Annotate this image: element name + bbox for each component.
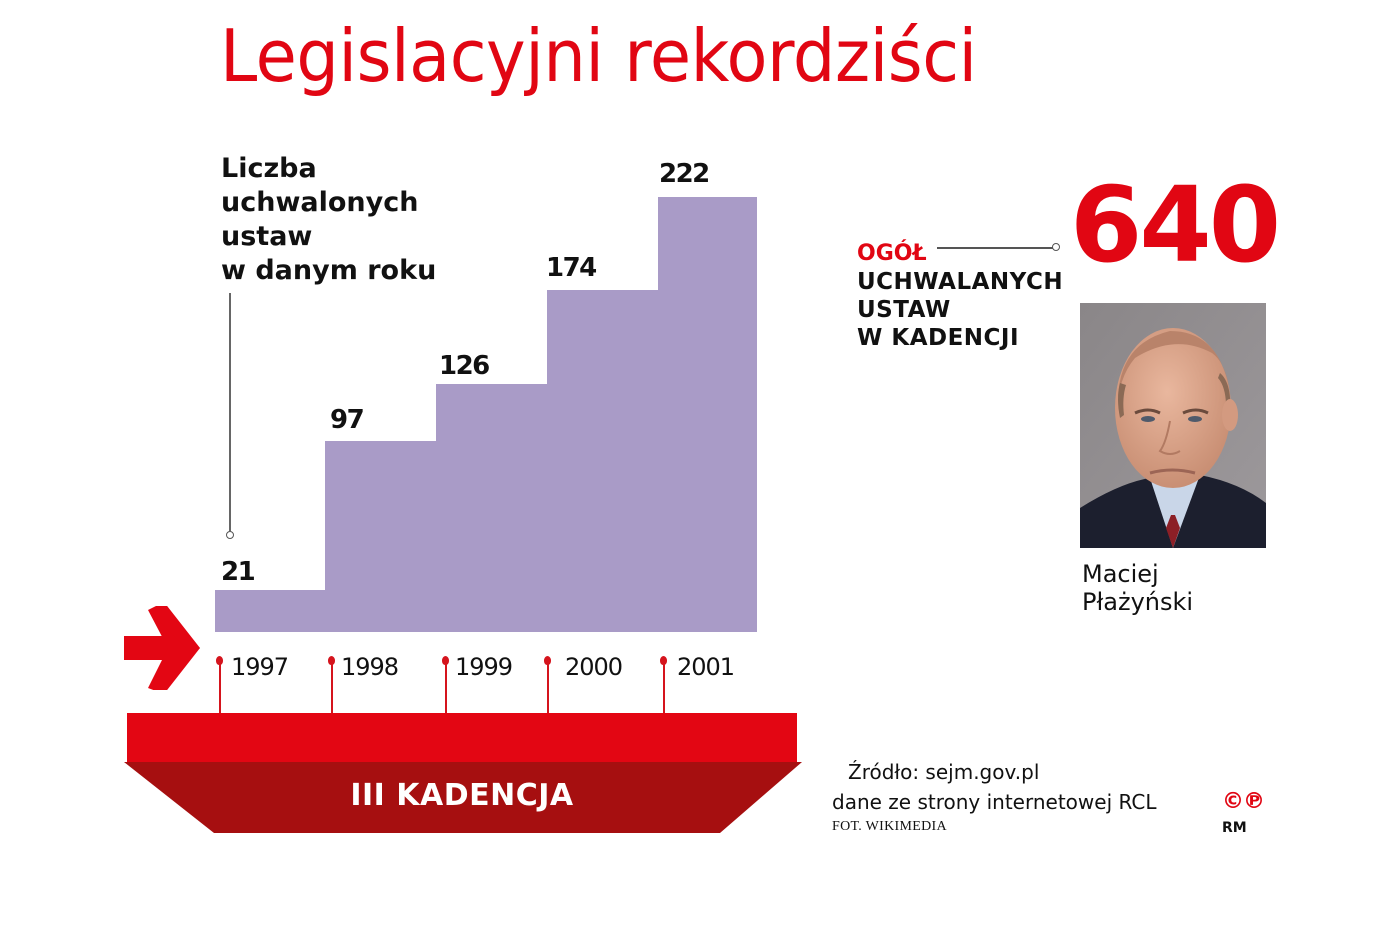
bar-2000 (547, 290, 659, 632)
year-label-1998: 1998 (341, 653, 399, 681)
tick-2001 (663, 660, 665, 714)
portrait-photo (1080, 303, 1266, 548)
subtitle-line: ustaw (221, 221, 313, 252)
value-label-1998: 97 (330, 405, 365, 435)
value-label-2001: 222 (659, 159, 710, 189)
value-label-1999: 126 (439, 351, 490, 381)
total-label-highlight: OGÓŁ (857, 241, 927, 266)
tick-2000 (547, 660, 549, 714)
tick-1999 (445, 660, 447, 714)
subtitle-line: Liczba (221, 153, 317, 184)
bar-1997 (215, 590, 326, 632)
subtitle-line: w danym roku (221, 255, 437, 286)
person-last-name: Płażyński (1082, 588, 1194, 616)
source-text: Źródło: sejm.gov.pl (848, 760, 1040, 784)
total-label-line: W KADENCJI (857, 325, 1020, 351)
bar-1998 (325, 441, 437, 632)
tick-1998 (331, 660, 333, 714)
year-label-1997: 1997 (231, 653, 289, 681)
arrow-right-icon (124, 606, 200, 690)
tick-1997 (219, 660, 221, 714)
total-label-line: UCHWALANYCH (857, 269, 1064, 295)
value-label-2000: 174 (546, 253, 597, 283)
value-label-1997: 21 (221, 557, 256, 587)
photo-credit: FOT. WIKIMEDIA (832, 819, 947, 834)
total-value: 640 (1070, 164, 1281, 286)
bar-1999 (436, 384, 548, 632)
person-portrait-icon (1080, 303, 1266, 548)
total-label: UCHWALANYCH USTAW W KADENCJI (857, 268, 1063, 352)
source-detail: dane ze strony internetowej RCL (832, 790, 1157, 814)
year-label-2000: 2000 (565, 653, 623, 681)
year-label-1999: 1999 (455, 653, 513, 681)
person-name: Maciej Płażyński (1082, 560, 1193, 616)
kadencja-base (124, 762, 802, 833)
kadencja-label: III KADENCJA (350, 778, 574, 813)
bar-2001 (658, 197, 757, 632)
connector-line (937, 247, 1055, 249)
kadencja-band (127, 713, 797, 763)
person-first-name: Maciej (1082, 560, 1159, 588)
subtitle-line: uchwalonych (221, 187, 419, 218)
year-label-2001: 2001 (677, 653, 735, 681)
chart-subtitle: Liczba uchwalonych ustaw w danym roku (221, 152, 436, 288)
page-title: Legislacyjni rekordziści (220, 14, 977, 98)
copyright-icon: ©℗ (1222, 789, 1265, 814)
leader-dot (226, 531, 234, 539)
total-label-line: USTAW (857, 297, 951, 323)
author-initials: RM (1222, 820, 1247, 836)
connector-dot (1052, 243, 1060, 251)
leader-line (229, 293, 231, 531)
